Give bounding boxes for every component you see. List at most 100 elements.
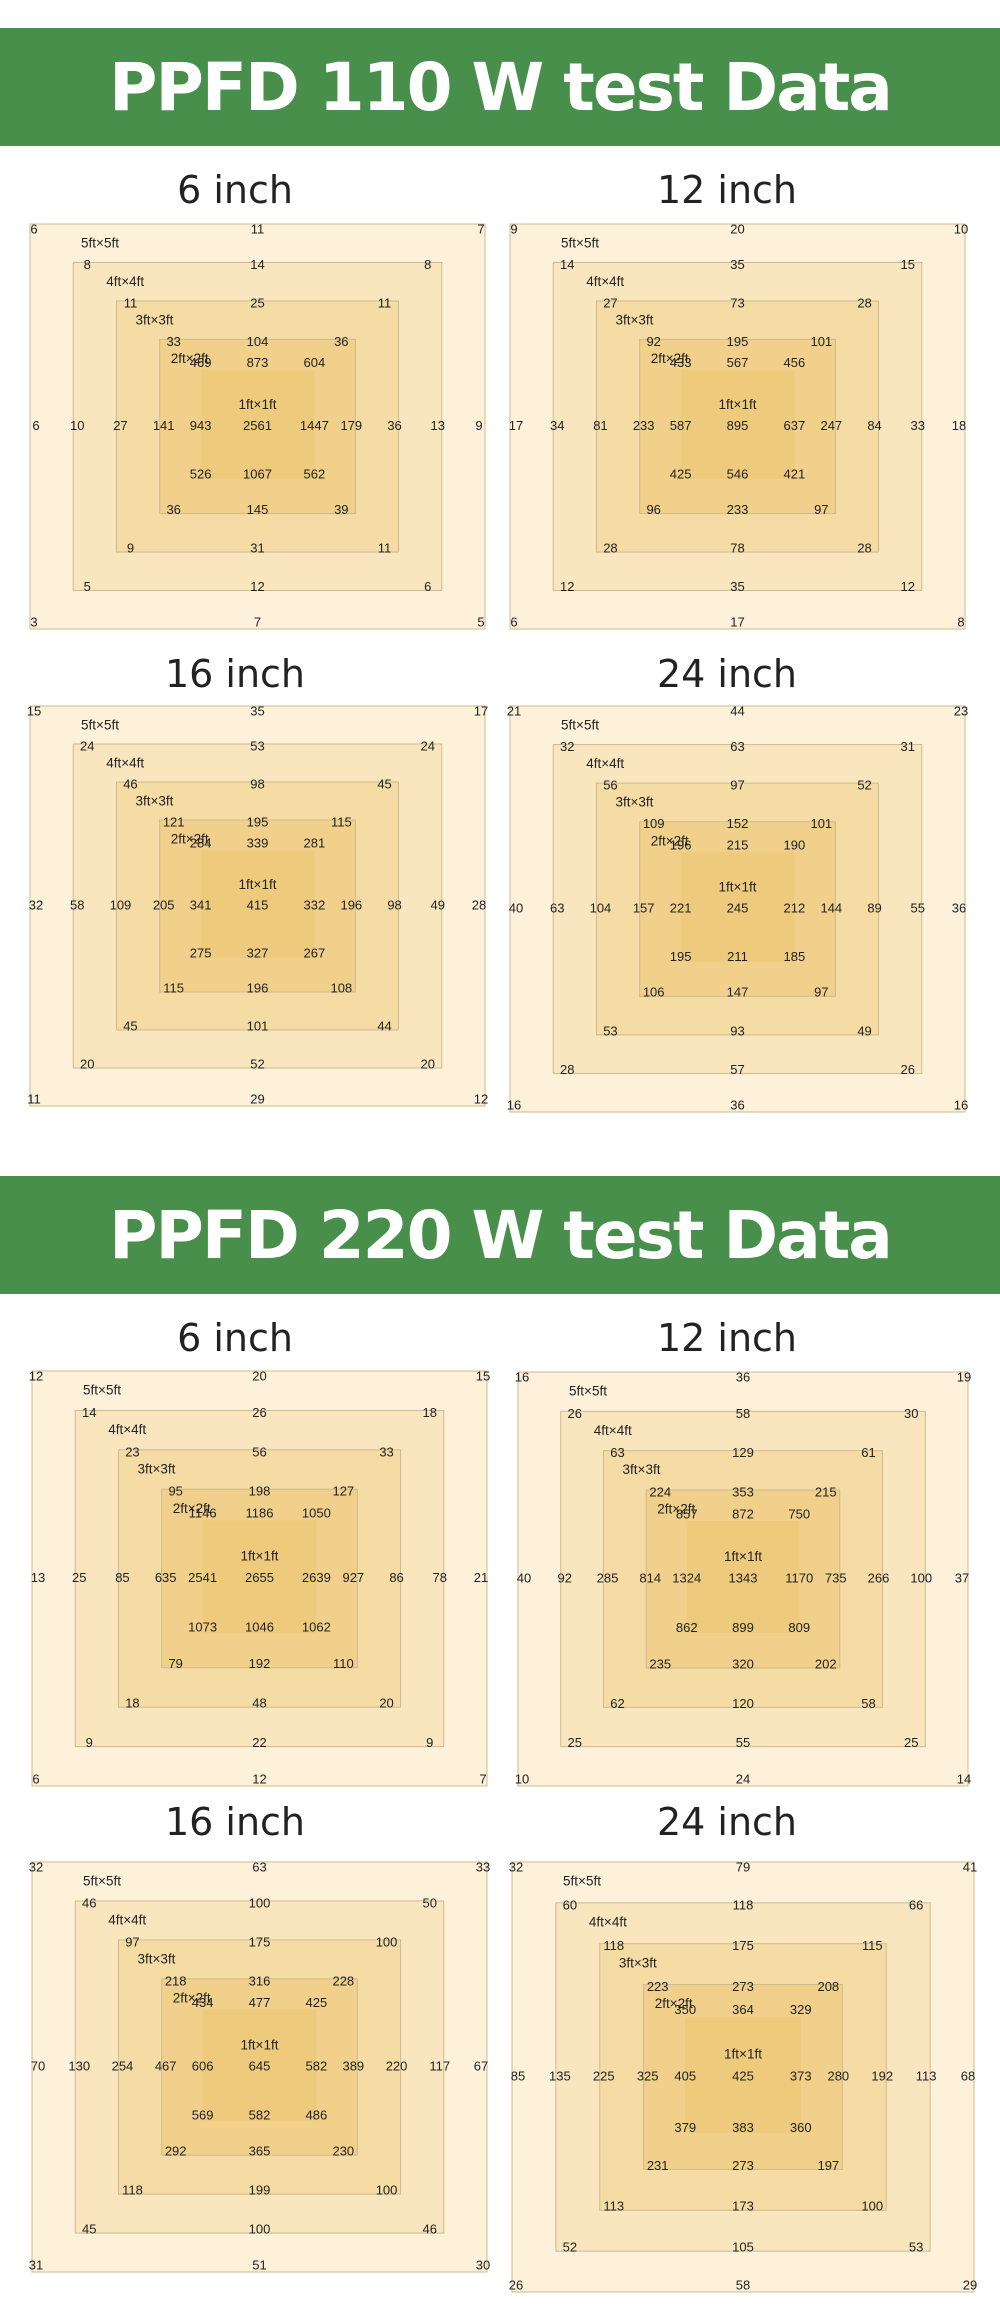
ppfd-value-3ft-bottom: 48 [252,1696,266,1711]
ppfd-value-1ft-top: 364 [732,2002,754,2017]
ppfd-value-3ft-top-right: 45 [377,776,391,791]
ppfd-value-1ft-bottom-left: 526 [190,467,212,482]
ppfd-value-5ft-top-left: 21 [507,703,521,718]
ppfd-value-1ft-right: 1170 [785,1570,813,1585]
ppfd-value-4ft-bottom-right: 53 [909,2240,923,2255]
plot-title: 12 inch [656,168,798,212]
ppfd-value-1ft-bottom-left: 275 [190,945,212,960]
ppfd-value-5ft-bottom-left: 31 [29,2257,43,2272]
ppfd-value-3ft-top-left: 56 [603,778,617,793]
zone-label-3ft: 3ft×3ft [615,313,653,328]
ppfd-value-4ft-top: 118 [733,1897,754,1912]
ppfd-value-4ft-left: 130 [68,2058,90,2073]
ppfd-value-5ft-top: 44 [730,703,744,718]
ppfd-value-1ft-top-right: 281 [304,835,326,850]
ppfd-value-2ft-bottom-left: 79 [168,1656,182,1671]
ppfd-value-3ft-right: 89 [867,900,881,915]
ppfd-value-2ft-bottom-right: 202 [815,1656,837,1671]
ppfd-value-3ft-top-right: 28 [857,295,871,310]
ppfd-value-4ft-top-right: 50 [423,1895,437,1910]
ppfd-value-1ft-right: 582 [306,2058,328,2073]
ppfd-value-4ft-bottom-right: 25 [904,1735,918,1750]
ppfd-value-4ft-bottom-right: 26 [901,1062,915,1077]
zone-label-3ft: 3ft×3ft [137,1461,175,1476]
zone-label-5ft: 5ft×5ft [83,1383,121,1398]
ppfd-value-5ft-top: 11 [251,221,265,236]
ppfd-value-center: 645 [249,2058,271,2073]
ppfd-value-3ft-bottom-left: 45 [123,1018,137,1033]
ppfd-value-5ft-top-right: 33 [476,1859,490,1874]
ppfd-value-2ft-top-left: 109 [643,816,665,831]
ppfd-value-5ft-bottom: 51 [252,2257,266,2272]
ppfd-value-5ft-left: 40 [509,900,523,915]
ppfd-value-5ft-left: 17 [509,418,523,433]
ppfd-value-center: 2561 [243,418,272,433]
ppfd-value-1ft-bottom-left: 379 [674,2120,696,2135]
ppfd-value-2ft-top: 195 [727,334,749,349]
ppfd-value-1ft-left: 1324 [672,1570,701,1585]
ppfd-value-2ft-bottom: 147 [727,985,749,1000]
ppfd-value-5ft-right: 21 [474,1570,488,1585]
ppfd-value-1ft-top-right: 425 [306,1995,328,2010]
ppfd-value-5ft-right: 36 [952,900,966,915]
ppfd-value-4ft-right: 49 [431,897,445,912]
plot-title: 12 inch [656,1316,798,1360]
ppfd-value-2ft-left: 205 [153,897,175,912]
ppfd-value-1ft-right: 637 [784,418,806,433]
ppfd-value-1ft-bottom: 546 [727,467,749,482]
ppfd-value-5ft-right: 37 [955,1570,969,1585]
ppfd-value-4ft-right: 117 [429,2058,450,2073]
ppfd-value-3ft-top: 25 [250,295,264,310]
ppfd-value-3ft-top: 98 [250,776,264,791]
zone-label-1ft: 1ft×1ft [719,397,757,412]
ppfd-value-4ft-top-left: 14 [560,257,574,272]
ppfd-value-1ft-bottom-right: 421 [784,467,806,482]
ppfd-value-3ft-right: 266 [868,1570,890,1585]
ppfd-value-5ft-bottom-left: 26 [509,2277,523,2292]
ppfd-value-3ft-left: 285 [597,1570,619,1585]
ppfd-value-3ft-bottom: 93 [730,1023,744,1038]
ppfd-value-5ft-right: 67 [474,2058,488,2073]
zone-label-1ft: 1ft×1ft [241,2037,279,2052]
zone-label-2ft: 2ft×2ft [657,1502,695,1517]
ppfd-value-4ft-right: 55 [911,900,925,915]
ppfd-value-3ft-bottom-right: 44 [377,1018,391,1033]
ppfd-value-1ft-top: 873 [247,355,269,370]
ppfd-value-2ft-bottom-left: 36 [166,502,180,517]
ppfd-value-2ft-bottom-left: 231 [647,2158,669,2173]
ppfd-value-1ft-bottom-right: 1062 [302,1620,331,1635]
ppfd-value-5ft-bottom-right: 8 [957,614,964,629]
ppfd-value-2ft-left: 157 [633,900,655,915]
ppfd-value-1ft-left: 2541 [188,1570,217,1585]
ppfd-value-center: 245 [727,900,749,915]
zone-label-2ft: 2ft×2ft [173,1990,211,2005]
ppfd-value-5ft-top-right: 17 [474,703,488,718]
ppfd-value-2ft-top-right: 228 [332,1973,354,1988]
ppfd-value-4ft-top: 63 [730,739,744,754]
ppfd-value-3ft-bottom: 199 [249,2183,271,2198]
ppfd-value-2ft-top-left: 95 [168,1484,182,1499]
ppfd-value-4ft-right: 13 [431,418,445,433]
ppfd-value-2ft-top-right: 208 [817,1979,839,1994]
ppfd-value-2ft-right: 735 [825,1570,847,1585]
ppfd-value-2ft-bottom-right: 110 [333,1656,354,1671]
ppfd-value-5ft-top-left: 32 [29,1859,43,1874]
ppfd-map: 5ft×5ft 4ft×4ft 3ft×3ft 2ft×2ft 1ft×1ft 15 35 1… [27,703,488,1107]
zone-label-2ft: 2ft×2ft [651,351,689,366]
ppfd-value-3ft-top-left: 63 [610,1445,624,1460]
ppfd-value-1ft-top-left: 857 [676,1506,698,1521]
ppfd-value-3ft-top-left: 23 [125,1444,139,1459]
ppfd-value-4ft-bottom-right: 9 [426,1735,433,1750]
ppfd-value-5ft-top-left: 16 [515,1369,529,1384]
plot-title: 6 inch [177,1316,293,1360]
ppfd-value-4ft-bottom-left: 20 [80,1056,94,1071]
ppfd-value-3ft-bottom-right: 11 [378,540,392,555]
ppfd-value-3ft-top-left: 27 [603,295,617,310]
ppfd-value-3ft-top-right: 115 [862,1938,883,1953]
ppfd-value-5ft-top-right: 15 [476,1368,490,1383]
zone-label-5ft: 5ft×5ft [81,718,119,733]
ppfd-map-svg: 5ft×5ft 4ft×4ft 3ft×3ft 2ft×2ft 1ft×1ft 6 11 7 6… [29,221,486,630]
ppfd-value-1ft-right: 1447 [300,418,329,433]
ppfd-value-1ft-top-right: 604 [304,355,326,370]
zone-label-4ft: 4ft×4ft [589,1914,627,1929]
